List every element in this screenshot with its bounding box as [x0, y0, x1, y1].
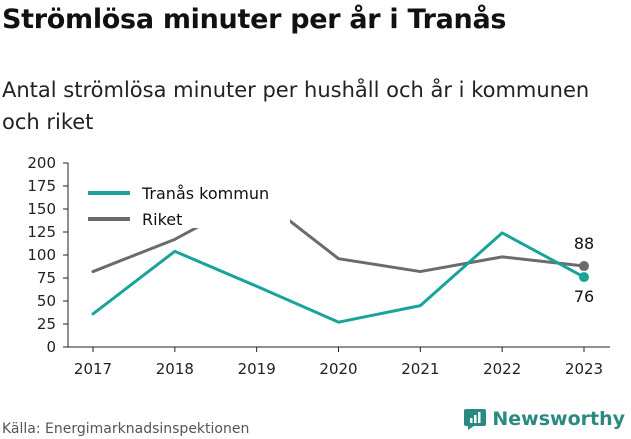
chart-title: Strömlösa minuter per år i Tranås	[2, 4, 507, 35]
y-tick-label: 75	[37, 269, 56, 287]
y-tick-label: 175	[27, 177, 56, 195]
x-tick-label: 2018	[156, 360, 194, 378]
series-line-riket	[91, 193, 586, 274]
y-tick-label: 0	[46, 338, 56, 356]
x-tick-label: 2019	[238, 360, 276, 378]
data-label-tranas-kommun: 76	[574, 287, 594, 306]
end-point-tranas-kommun	[579, 272, 589, 283]
x-tick-label: 2020	[319, 360, 357, 378]
y-tick-label: 125	[27, 223, 56, 241]
chart-subtitle: Antal strömlösa minuter per hushåll och …	[2, 78, 590, 134]
x-tick-label: 2021	[401, 360, 439, 378]
line-chart: 0 25 50 75 100 125 150 175 200 2017 2018 2019 2020 20…	[27, 154, 610, 378]
end-point-riket	[579, 261, 589, 272]
y-tick-label: 50	[37, 292, 56, 310]
data-label-riket: 88	[574, 234, 594, 253]
y-tick-label: 25	[37, 315, 56, 333]
legend-label: Riket	[142, 210, 182, 229]
y-tick-label: 200	[27, 154, 56, 172]
x-tick-label: 2022	[483, 360, 521, 378]
brand-logo: Newsworthy	[464, 407, 625, 431]
x-tick-label: 2017	[74, 360, 112, 378]
source-note: Källa: Energimarknadsinspektionen	[2, 421, 250, 437]
y-tick-label: 100	[27, 246, 56, 264]
y-tick-label: 150	[27, 200, 56, 218]
legend-label: Tranås kommun	[141, 184, 269, 203]
newsworthy-logo-icon	[464, 409, 487, 430]
x-tick-label: 2023	[565, 360, 603, 378]
brand-name: Newsworthy	[492, 408, 625, 430]
series-line-tranas-kommun	[91, 231, 586, 324]
